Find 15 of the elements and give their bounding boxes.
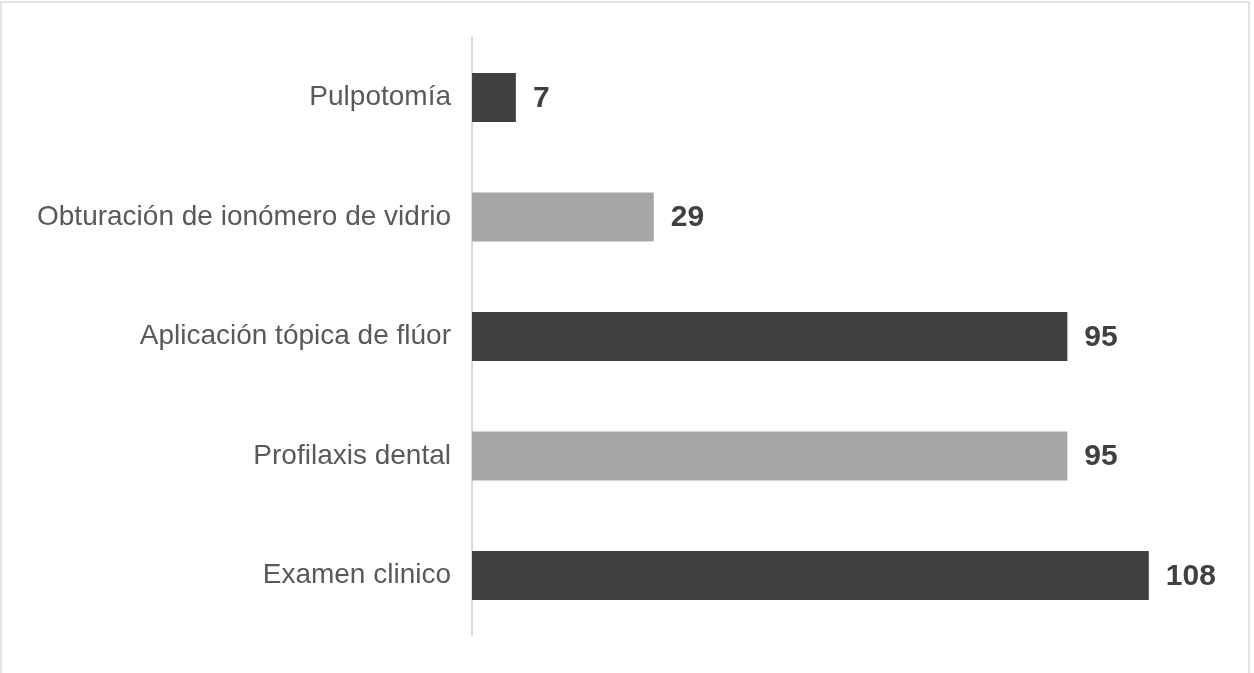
data-label: 7 xyxy=(532,79,550,113)
bar xyxy=(472,73,516,123)
data-label: 29 xyxy=(670,199,705,233)
y-tick-label: Aplicación tópica de flúor xyxy=(139,319,452,351)
y-tick-label: Profilaxis dental xyxy=(253,438,452,470)
bar xyxy=(472,431,1068,481)
data-label: 95 xyxy=(1084,318,1118,352)
data-label: 95 xyxy=(1084,438,1118,472)
bar xyxy=(472,550,1149,600)
data-label: 108 xyxy=(1165,557,1216,591)
y-tick-label: Examen clinico xyxy=(262,558,452,590)
y-tick-label: Pulpotomía xyxy=(309,80,452,112)
bar xyxy=(472,312,1068,361)
bar xyxy=(472,192,654,242)
y-tick-label: Obturación de ionómero de vidrio xyxy=(37,199,452,231)
